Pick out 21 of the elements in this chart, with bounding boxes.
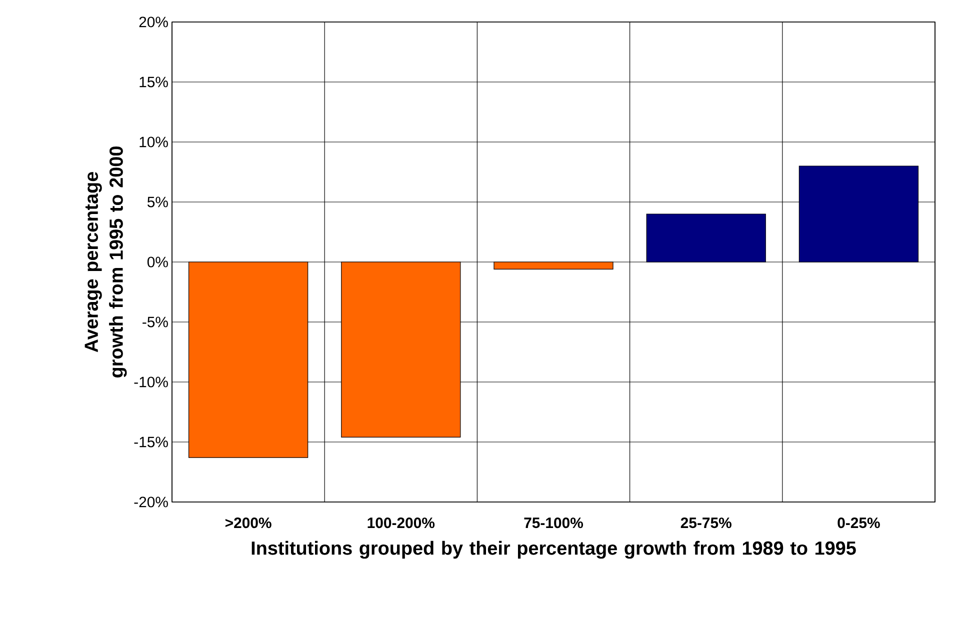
- y-axis-title: Average percentage growth from 1995 to 2000: [84, 146, 127, 378]
- y-tick-label: -15%: [134, 436, 168, 448]
- y-tick-label: 5%: [147, 196, 168, 208]
- y-tick-label: 20%: [139, 16, 168, 28]
- bar: [494, 262, 614, 270]
- y-tick-label: -20%: [134, 496, 168, 508]
- y-tick-label: -10%: [134, 376, 168, 388]
- y-tick-label: 10%: [140, 136, 168, 148]
- x-tick-label: 25-75%: [680, 518, 732, 528]
- y-tick-label: 0%: [147, 256, 168, 268]
- bar: [341, 262, 461, 438]
- x-tick-label: 75-100%: [524, 518, 584, 528]
- bar: [188, 262, 308, 458]
- x-tick-label: 0-25%: [838, 518, 880, 528]
- x-axis-title: Institutions grouped by their percentage growth from 1989 to 1995: [252, 540, 856, 559]
- y-tick-label: 15%: [140, 76, 168, 88]
- x-tick-label: >200%: [225, 518, 272, 528]
- x-tick-label: 100-200%: [368, 518, 435, 528]
- y-tick-label: -5%: [142, 316, 168, 328]
- bar: [798, 166, 919, 262]
- bar: [646, 214, 766, 262]
